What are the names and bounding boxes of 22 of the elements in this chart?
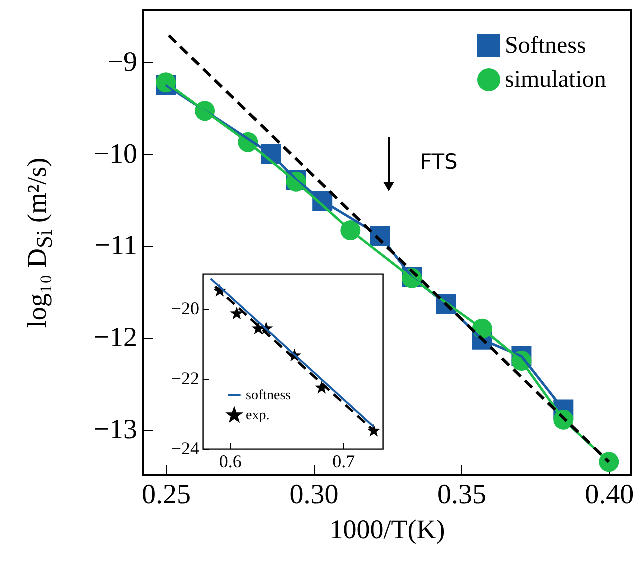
annotation: FTS	[420, 150, 458, 174]
y-tick-label: −9	[108, 46, 138, 78]
legend-label: simulation	[505, 67, 606, 93]
y-tick-label: −22	[171, 368, 200, 388]
y-tick-label: −10	[94, 138, 138, 170]
y-tick-label: −11	[94, 230, 138, 262]
point	[230, 306, 244, 320]
y-tick-label: −12	[94, 322, 138, 354]
legend-label: Softness	[505, 33, 586, 59]
x-axis-title: 1000/T(K)	[330, 514, 446, 544]
y-tick-label: −20	[171, 298, 200, 318]
x-tick-label: 0.7	[332, 452, 356, 472]
x-tick-label: 0.40	[585, 480, 634, 510]
x-tick-label: 0.6	[219, 452, 242, 472]
legend-label: softness	[246, 388, 292, 404]
x-tick-label: 0.30	[290, 480, 339, 510]
x-tick-label: 0.25	[142, 480, 192, 510]
legend-label: exp.	[246, 408, 270, 424]
point	[599, 452, 620, 472]
y-tick-label: −24	[171, 438, 200, 458]
x-tick-label: 0.35	[437, 480, 486, 510]
y-tick-label: −13	[94, 414, 138, 446]
